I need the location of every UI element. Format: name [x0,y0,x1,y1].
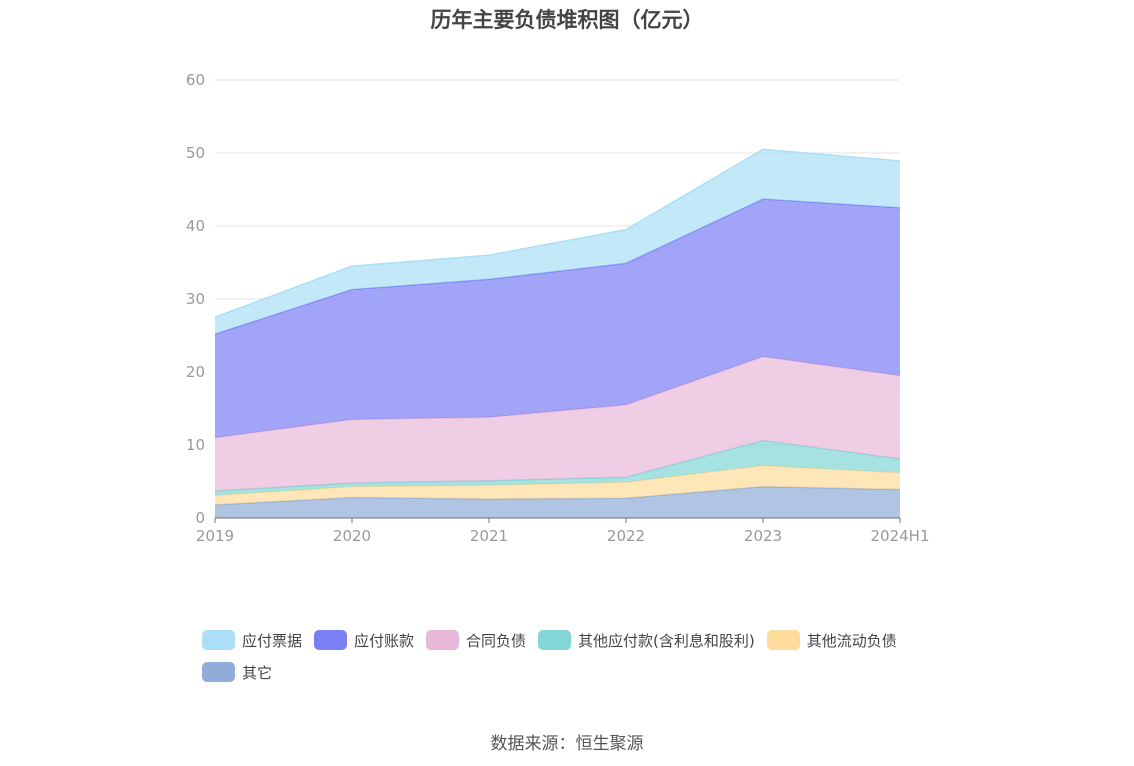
legend-swatch [426,630,460,650]
legend-item[interactable]: 其他流动负债 [766,630,897,650]
area-series [215,149,900,335]
x-tick-label: 2023 [744,527,782,545]
y-tick-label: 40 [186,217,205,235]
y-tick-label: 0 [195,509,205,527]
chart-title: 历年主要负债堆积图（亿元） [430,8,704,32]
legend-swatch [202,630,235,650]
x-tick-label: 2022 [607,527,645,545]
data-source: 数据来源：恒生聚源 [490,734,644,754]
legend-item[interactable]: 应付账款 [314,630,414,650]
area-series [215,198,900,438]
legend-label: 其它 [242,663,273,682]
y-tick-label: 20 [186,363,205,381]
legend-swatch [538,630,572,650]
legend-label: 应付票据 [242,631,303,650]
x-tick-label: 2024H1 [871,527,930,545]
y-tick-label: 50 [186,144,205,162]
y-tick-label: 30 [186,290,205,308]
legend-item[interactable]: 应付票据 [202,630,302,650]
legend-swatch [202,662,235,682]
legend-item[interactable]: 合同负债 [426,630,526,650]
x-tick-label: 2019 [196,527,234,545]
stacked-area-chart: 0 10 20 30 40 50 60 2019 2020 2021 2022 2023 2024H1 [186,71,930,545]
legend-item[interactable]: 其他应付款(含利息和股利) [538,630,755,650]
area-series [215,465,900,505]
chart-legend: 应付票据 应付账款 合同负债 其他应付款(含利息和股利) 其他流动负债其它 [202,630,962,694]
legend-label: 应付账款 [354,631,415,650]
y-tick-label: 60 [186,71,205,89]
area-series [215,486,900,518]
legend-item[interactable]: 其它 [202,662,272,682]
legend-swatch [766,630,800,650]
legend-label: 其他流动负债 [806,631,897,650]
legend-swatch [314,630,348,650]
legend-label: 其他应付款(含利息和股利) [578,631,755,650]
area-series [215,440,900,496]
area-series [215,356,900,491]
series-line [214,148,901,318]
legend-label: 合同负债 [466,631,527,650]
x-tick-label: 2021 [470,527,508,545]
y-tick-label: 10 [186,436,205,454]
x-tick-label: 2020 [333,527,371,545]
